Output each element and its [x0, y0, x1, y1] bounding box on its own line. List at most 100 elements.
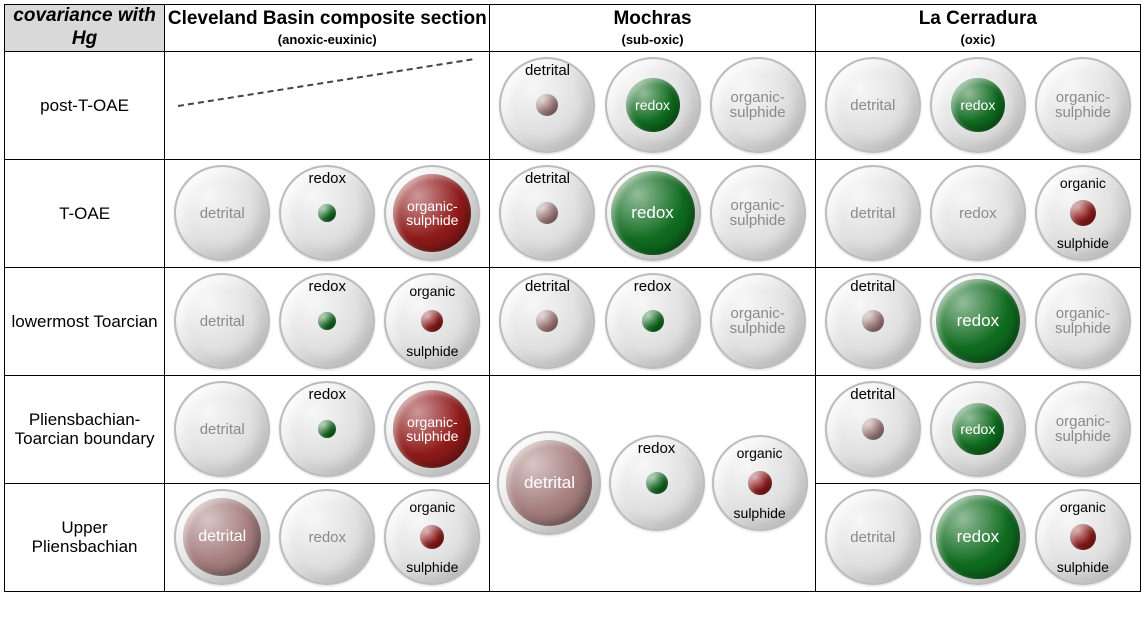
bubble-detrital: detrital [499, 165, 595, 261]
bubble-redox: redox [279, 489, 375, 585]
bubble-group: detrital redox organic-sulphide [816, 52, 1140, 159]
bubble-redox: redox [930, 489, 1026, 585]
label-split-top: organic [384, 499, 480, 515]
bubble-detrital: detrital [497, 431, 601, 535]
bubble-organic: organic-sulphide [710, 273, 806, 369]
bubble-group: detrital redox organicsulphide [816, 484, 1140, 591]
bubble-organic: organic-sulphide [1035, 57, 1131, 153]
label-split-top: organic [384, 283, 480, 299]
label-above: detrital [499, 63, 595, 78]
inner-detrital [862, 310, 884, 332]
row-label: post-T-OAE [5, 51, 165, 159]
inner-label: organic-sulphide [393, 199, 471, 228]
bubble-organic: organic sulphide [1035, 165, 1131, 261]
bubble-redox: redox [279, 165, 375, 261]
covariance-table: covariance with Hg Cleveland Basin compo… [4, 4, 1141, 592]
bubble-redox: redox [930, 165, 1026, 261]
cell-mochras-2: detrital redox organic-sulphide [490, 267, 815, 375]
label-above: detrital [499, 171, 595, 186]
inner-redox: redox [936, 279, 1020, 363]
bubble-group: detrital redox organic-sulphide [490, 268, 814, 375]
bubble-group: detrital redox organic-sulphide [490, 160, 814, 267]
label-split-bot: sulphide [1035, 235, 1131, 251]
bubble-redox: redox [609, 435, 705, 531]
cell-cleveland-3: detrital redox organic-sulphide [165, 375, 490, 483]
bubble-organic: organic-sulphide [710, 165, 806, 261]
bubble-group: detritalredoxorganic-sulphide [816, 268, 1140, 375]
header-cleveland: Cleveland Basin composite section (anoxi… [165, 5, 490, 52]
cell-cleveland-2: detritalredox organic sulphide [165, 267, 490, 375]
row-label: Upper Pliensbachian [5, 483, 165, 591]
inner-label: redox [631, 204, 674, 222]
cell-lacerradura-4: detrital redox organicsulphide [815, 483, 1140, 591]
bubble-organic: organic-sulphide [1035, 273, 1131, 369]
bubble-group: detrital redox organic sulphide [165, 484, 489, 591]
inner-label: redox [957, 528, 1000, 546]
row-label: lowermost Toarcian [5, 267, 165, 375]
bubble-group: detrital redox organic-sulphide [816, 376, 1140, 483]
bubble-detrital: detrital [174, 381, 270, 477]
bubble-organic: organic-sulphide [384, 381, 480, 477]
bubble-group: detrital redox organic-sulphide [165, 376, 489, 483]
inner-redox [642, 310, 664, 332]
inner-redox [646, 472, 668, 494]
inner-label: redox [635, 98, 670, 113]
bubble-organic: organic sulphide [712, 435, 808, 531]
label-split-bot: sulphide [384, 559, 480, 575]
inner-detrital [862, 418, 884, 440]
inner-label: redox [960, 98, 995, 113]
inner-label: organic-sulphide [393, 415, 471, 444]
label-above: redox [279, 171, 375, 186]
bubble-detrital: detrital [825, 57, 921, 153]
label-above: detrital [499, 279, 595, 294]
header-lacerradura-title: La Cerradura [818, 9, 1138, 30]
cell-cleveland-4: detrital redox organic sulphide [165, 483, 490, 591]
bubble-redox: redox [279, 381, 375, 477]
inner-label: detrital [198, 529, 246, 546]
cell-mochras-merged: detrital redox organic sulphide [490, 375, 815, 591]
row-label: Pliensbachian-Toarcian boundary [5, 375, 165, 483]
bubble-redox: redox [605, 165, 701, 261]
header-corner: covariance with Hg [5, 5, 165, 52]
inner-redox: redox [936, 495, 1020, 579]
inner-redox: redox [951, 78, 1005, 132]
header-mochras: Mochras (sub-oxic) [490, 5, 815, 52]
bubble-detrital: detrital [174, 489, 270, 585]
label-split-bot: sulphide [384, 343, 480, 359]
inner-label: redox [960, 422, 995, 437]
inner-label: redox [957, 312, 1000, 330]
label-above: redox [605, 279, 701, 294]
bubble-detrital: detrital [825, 489, 921, 585]
inner-redox: redox [626, 78, 680, 132]
bubble-organic: organic-sulphide [710, 57, 806, 153]
cell-cleveland-0 [165, 51, 490, 159]
bubble-group: detritalredox organic sulphide [165, 268, 489, 375]
bubble-organic: organicsulphide [1035, 489, 1131, 585]
label-above: detrital [825, 387, 921, 402]
bubble-redox: redox [930, 381, 1026, 477]
cell-lacerradura-1: detritalredoxorganicsulphide [815, 159, 1140, 267]
header-lacerradura: La Cerradura (oxic) [815, 5, 1140, 52]
header-lacerradura-sub: (oxic) [818, 32, 1138, 47]
label-split-top: organic [1035, 175, 1131, 191]
bubble-organic: organic-sulphide [1035, 381, 1131, 477]
inner-label: detrital [524, 474, 575, 492]
bubble-group: detrital redox organic sulphide [490, 376, 814, 591]
bubble-redox: redox [930, 57, 1026, 153]
cell-cleveland-1: detritalredoxorganic-sulphide [165, 159, 490, 267]
header-corner-text: covariance with Hg [13, 5, 156, 49]
header-mochras-sub: (sub-oxic) [492, 32, 812, 47]
bubble-redox: redox [930, 273, 1026, 369]
label-split-top: organic [712, 445, 808, 461]
bubble-group: detritalredoxorganic-sulphide [165, 160, 489, 267]
bubble-detrital: detrital [499, 57, 595, 153]
inner-organic [748, 471, 772, 495]
header-mochras-title: Mochras [492, 9, 812, 30]
label-split-bot: sulphide [712, 505, 808, 521]
cell-lacerradura-3: detrital redox organic-sulphide [815, 375, 1140, 483]
bubble-detrital: detrital [174, 273, 270, 369]
cell-mochras-1: detrital redox organic-sulphide [490, 159, 815, 267]
header-cleveland-sub: (anoxic-euxinic) [167, 32, 487, 47]
bubble-redox: redox [279, 273, 375, 369]
label-above: redox [279, 387, 375, 402]
